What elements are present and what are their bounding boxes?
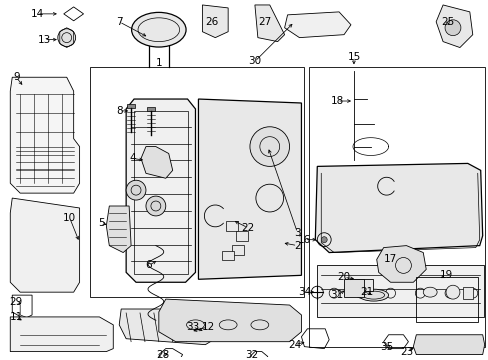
Text: 5: 5	[98, 218, 104, 228]
Text: 25: 25	[441, 17, 454, 27]
Text: 13: 13	[37, 35, 50, 45]
Text: 26: 26	[205, 17, 219, 27]
Bar	[127, 104, 135, 108]
Polygon shape	[435, 5, 472, 48]
Text: 9: 9	[13, 72, 20, 82]
Polygon shape	[412, 335, 484, 355]
Bar	[309, 67, 484, 347]
Bar	[462, 287, 472, 299]
Text: 7: 7	[116, 17, 122, 27]
Text: 24: 24	[287, 339, 301, 350]
Circle shape	[445, 285, 459, 299]
Text: 12: 12	[202, 322, 215, 332]
Polygon shape	[10, 77, 80, 193]
Text: 20: 20	[337, 272, 350, 282]
Circle shape	[145, 196, 165, 216]
Ellipse shape	[423, 287, 436, 297]
Text: 33: 33	[185, 322, 199, 332]
Text: 18: 18	[330, 96, 343, 106]
Text: 19: 19	[439, 270, 452, 280]
Bar	[344, 279, 363, 297]
Text: 28: 28	[156, 350, 169, 360]
Polygon shape	[106, 206, 131, 253]
Polygon shape	[315, 163, 482, 253]
Polygon shape	[254, 5, 284, 42]
Text: 6: 6	[145, 260, 152, 270]
Text: 16: 16	[297, 235, 310, 245]
Text: 21: 21	[360, 287, 373, 297]
Text: 4: 4	[129, 153, 136, 163]
Text: 2: 2	[294, 240, 300, 251]
Polygon shape	[284, 12, 350, 38]
Circle shape	[321, 237, 326, 243]
Circle shape	[126, 180, 145, 200]
Bar	[89, 67, 304, 297]
Polygon shape	[202, 5, 228, 38]
Text: 29: 29	[10, 297, 23, 307]
Text: 32: 32	[245, 350, 258, 360]
Text: 14: 14	[30, 9, 43, 19]
Text: 23: 23	[399, 347, 412, 357]
Bar	[236, 231, 247, 241]
Text: 17: 17	[383, 255, 396, 265]
Text: 1: 1	[155, 58, 162, 68]
Text: 30: 30	[248, 57, 261, 66]
Polygon shape	[141, 147, 172, 178]
Text: 34: 34	[297, 287, 310, 297]
Text: 3: 3	[294, 228, 300, 238]
Bar	[350, 279, 372, 291]
Text: 22: 22	[241, 223, 254, 233]
Circle shape	[58, 29, 76, 46]
Bar	[317, 265, 483, 317]
Bar	[232, 245, 244, 255]
Bar	[222, 251, 234, 261]
Text: 35: 35	[379, 342, 392, 352]
Bar	[415, 277, 477, 322]
Text: 15: 15	[346, 53, 360, 62]
Polygon shape	[119, 309, 218, 345]
Bar	[147, 107, 155, 111]
Circle shape	[444, 20, 460, 36]
Text: 10: 10	[63, 213, 76, 223]
Ellipse shape	[131, 12, 186, 47]
Ellipse shape	[358, 289, 388, 301]
Text: 31: 31	[330, 290, 343, 300]
Polygon shape	[10, 198, 80, 292]
Polygon shape	[159, 299, 301, 342]
Text: 11: 11	[10, 312, 23, 322]
Text: 27: 27	[258, 17, 271, 27]
Polygon shape	[198, 99, 301, 279]
Polygon shape	[10, 317, 113, 352]
Polygon shape	[126, 99, 195, 282]
Circle shape	[249, 127, 289, 166]
Text: 8: 8	[116, 106, 122, 116]
Bar	[226, 221, 238, 231]
Polygon shape	[376, 246, 426, 282]
